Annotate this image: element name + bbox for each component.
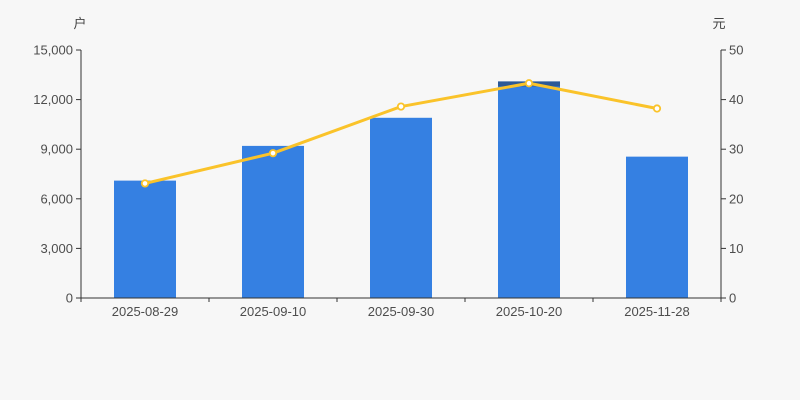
left-axis-tick-label: 12,000 xyxy=(33,92,73,107)
right-axis-tick-label: 10 xyxy=(729,241,743,256)
bar[interactable] xyxy=(370,117,432,298)
x-axis-label: 2025-08-29 xyxy=(112,304,179,319)
line-point[interactable] xyxy=(524,79,534,88)
bar[interactable] xyxy=(498,81,560,298)
left-axis-tick-label: 6,000 xyxy=(40,191,73,206)
line-point[interactable] xyxy=(268,149,278,158)
x-axis-label: 2025-10-20 xyxy=(496,304,563,319)
line-point[interactable] xyxy=(140,179,150,188)
left-axis-tick-label: 0 xyxy=(66,291,73,306)
line-point[interactable] xyxy=(396,102,406,111)
bar[interactable] xyxy=(242,145,304,298)
left-axis-tick-label: 15,000 xyxy=(33,43,73,58)
left-axis-tick-label: 9,000 xyxy=(40,142,73,157)
right-axis-tick-label: 40 xyxy=(729,92,743,107)
bar[interactable] xyxy=(114,180,176,298)
left-axis-tick-label: 3,000 xyxy=(40,241,73,256)
x-axis-label: 2025-11-28 xyxy=(624,304,690,319)
x-axis-label: 2025-09-30 xyxy=(368,304,435,319)
right-axis-tick-label: 30 xyxy=(729,142,743,157)
right-axis-unit-label: 元 xyxy=(712,16,725,31)
right-axis-tick-label: 20 xyxy=(729,191,743,206)
left-axis-unit-label: 户 xyxy=(73,16,86,31)
right-axis-tick-label: 50 xyxy=(729,43,743,58)
bar[interactable] xyxy=(626,156,688,298)
x-axis-label: 2025-09-10 xyxy=(240,304,307,319)
right-axis-tick-label: 0 xyxy=(729,291,736,306)
line-point[interactable] xyxy=(652,104,662,113)
